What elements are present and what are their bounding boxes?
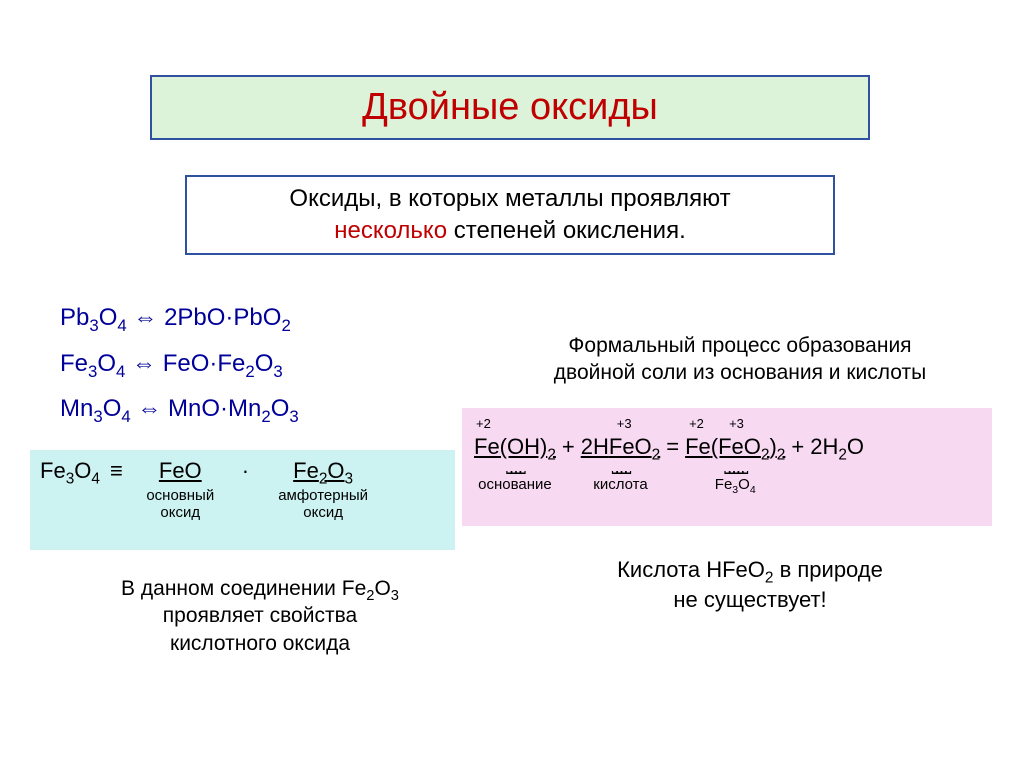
bl-line2: проявляет свойства [55, 602, 465, 629]
def-line2: несколько степеней окисления. [334, 215, 686, 247]
def-highlight: несколько [334, 217, 447, 244]
def-line2-rest: степеней окисления. [447, 217, 686, 244]
pink-h2o: 2H2O [810, 434, 864, 460]
cyan-label-amphoteric: амфотерный оксид [278, 488, 368, 521]
bl-line1: В данном соединении Fe2O3 [55, 575, 465, 602]
pink-reaction-box: +2 Fe(OH)2 ⎵⎵⎵⎵ основание + +3 2HFeO2 ⎵⎵… [462, 408, 992, 526]
br-line1: Кислота HFeO2 в природе [530, 555, 970, 585]
pink-caption: Формальный процесс образования двойной с… [480, 332, 1000, 387]
pink-fefeo22: +2 +3 Fe(FeO2)2 ⎵⎵⎵⎵⎵ Fe3O4 [685, 434, 785, 493]
cyan-equation: Fe3O4 ≡ FeO основный оксид · Fe2O3 амфот… [40, 458, 445, 521]
title-text: Двойные оксиды [362, 86, 658, 129]
definition-box: Оксиды, в которых металлы проявляют неск… [185, 175, 835, 255]
cyan-decomposition-box: Fe3O4 ≡ FeO основный оксид · Fe2O3 амфот… [30, 450, 455, 550]
cyan-label-basic: основный оксид [146, 488, 214, 521]
cyan-fe3o4: Fe3O4 [40, 458, 100, 484]
formula-3: Mn3O4 ⇔ MnO·Mn2O3 [60, 386, 299, 432]
formula-2: Fe3O4 ⇔ FeO·Fe2O3 [60, 341, 299, 387]
cyan-feo: FeO основный оксид [133, 458, 228, 521]
pink-feoh2: +2 Fe(OH)2 ⎵⎵⎵⎵ основание [474, 434, 556, 493]
def-line1: Оксиды, в которых металлы проявляют [289, 183, 730, 215]
pink-hfeo2: +3 2HFeO2 ⎵⎵⎵⎵ кислота [581, 434, 660, 493]
cyan-fe2o3: Fe2O3 амфотерный оксид [263, 458, 383, 521]
formula-list: Pb3O4 ⇔ 2PbO·PbO2 Fe3O4 ⇔ FeO·Fe2O3 Mn3O… [60, 295, 299, 432]
pink-label-fe3o4: Fe3O4 [715, 476, 756, 493]
bl-line3: кислотного оксида [55, 630, 465, 657]
pink-equation: +2 Fe(OH)2 ⎵⎵⎵⎵ основание + +3 2HFeO2 ⎵⎵… [474, 434, 982, 493]
bottom-left-note: В данном соединении Fe2O3 проявляет свой… [55, 575, 465, 657]
pink-label-base: основание [478, 476, 552, 493]
pink-label-acid: кислота [593, 476, 647, 493]
slide-title: Двойные оксиды [150, 75, 870, 140]
br-line2: не существует! [530, 585, 970, 615]
bottom-right-note: Кислота HFeO2 в природе не существует! [530, 555, 970, 614]
formula-1: Pb3O4 ⇔ 2PbO·PbO2 [60, 295, 299, 341]
